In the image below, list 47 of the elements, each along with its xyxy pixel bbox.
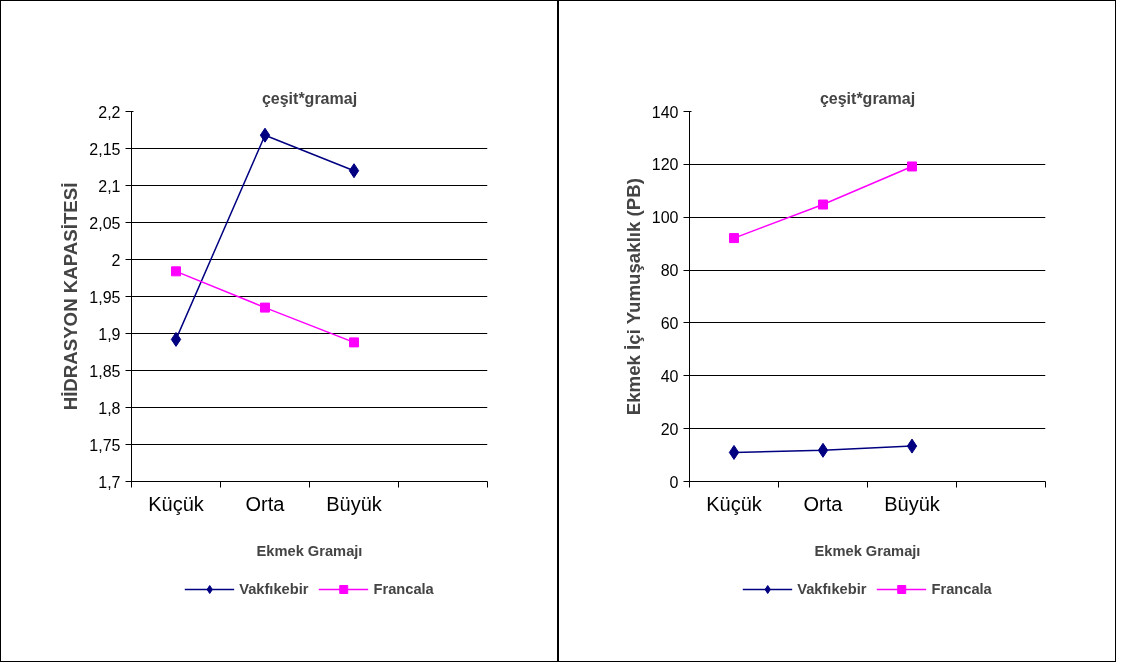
y-axis-title: HİDRASYON KAPASİTESİ (60, 182, 82, 411)
y-tick-label: 140 (651, 103, 679, 121)
y-tick-label: 1,95 (89, 288, 121, 306)
chart-title: çeşit*gramaj (819, 89, 916, 107)
y-tick-label: 60 (660, 314, 679, 332)
y-axis-title: Ekmek İçi Yumuşaklık (PB) (622, 178, 644, 416)
x-tick-label: Orta (245, 492, 286, 515)
y-tick-label: 1,85 (89, 362, 121, 380)
y-tick-label: 0 (669, 473, 679, 491)
y-tick-label: 100 (651, 209, 679, 227)
x-tick-label: Büyük (326, 492, 383, 515)
point (729, 233, 739, 244)
y-tick-label: 40 (660, 367, 679, 385)
x-tick-label: Küçük (148, 492, 205, 515)
y-tick-label: 2,15 (89, 140, 121, 158)
y-tick-label: 2,2 (98, 103, 121, 121)
y-tick-label: 2 (111, 251, 121, 269)
point (728, 444, 740, 460)
y-tick-label: 1,8 (98, 399, 121, 417)
y-tick-label: 1,7 (98, 473, 121, 491)
legend-label: Vakfıkebir (239, 581, 309, 597)
x-tick-label: Küçük (706, 492, 763, 515)
point (349, 337, 359, 348)
legend-label: Vakfıkebir (797, 581, 867, 597)
x-axis-title: Ekmek Gramajı (814, 542, 921, 559)
y-tick-label: 20 (660, 420, 679, 438)
point (348, 163, 360, 179)
y-tick-label: 120 (651, 156, 679, 174)
x-tick-label: Orta (803, 492, 844, 515)
point (818, 199, 828, 210)
x-tick-label: Büyük (884, 492, 941, 515)
point (817, 442, 829, 458)
y-tick-label: 1,9 (98, 325, 121, 343)
x-axis-title: Ekmek Gramajı (256, 542, 363, 559)
y-tick-label: 80 (660, 262, 679, 280)
legend-label: Francala (373, 581, 434, 597)
point (906, 438, 918, 454)
legend-label: Francala (931, 581, 992, 597)
point (171, 266, 181, 277)
chart-title: çeşit*gramaj (261, 89, 358, 107)
y-tick-label: 2,1 (98, 177, 121, 195)
y-tick-label: 1,75 (89, 436, 121, 454)
point (259, 127, 271, 143)
point (170, 331, 182, 347)
y-tick-label: 2,05 (89, 214, 121, 232)
point (907, 161, 917, 172)
point (260, 302, 270, 313)
